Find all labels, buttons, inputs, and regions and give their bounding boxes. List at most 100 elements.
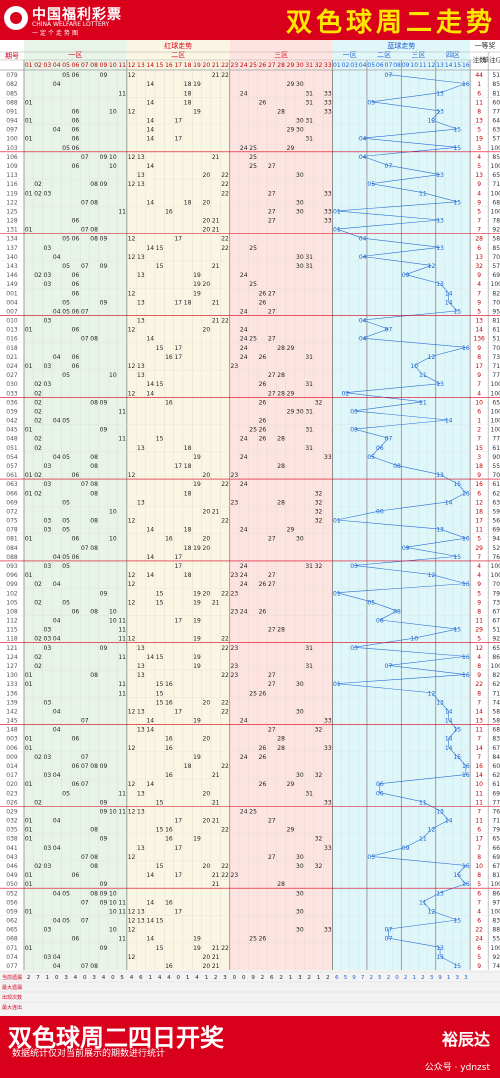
red-ball-mark: 23: [231, 590, 239, 597]
red-ball-mark: 20: [203, 963, 211, 970]
prize-count: 7: [477, 381, 481, 388]
red-ball-mark: 21: [212, 799, 220, 806]
prize-count: 6: [477, 490, 481, 497]
prize-value: 655: [492, 836, 500, 843]
red-ball-mark: 27: [268, 290, 276, 297]
blue-ball-mark: 01: [333, 208, 341, 215]
red-ball-mark: 12: [128, 854, 136, 861]
blue-ball-mark: 08: [393, 608, 401, 615]
blue-ball-mark: 13: [436, 954, 444, 961]
red-ball-mark: 13: [137, 645, 145, 652]
red-ball-mark: 22: [221, 827, 229, 834]
period-id: 122: [6, 199, 18, 206]
period-id: 113: [6, 172, 18, 179]
red-ball-mark: 04: [53, 954, 61, 961]
period-id: 046: [6, 863, 18, 870]
red-ball-mark: 31: [305, 563, 313, 570]
red-number-header: 25: [249, 62, 257, 69]
red-zone-label: 三区: [274, 51, 288, 59]
blue-ball-mark: 15: [453, 872, 461, 879]
current-miss-blue: 7: [361, 975, 365, 981]
red-ball-mark: 11: [118, 636, 126, 643]
blue-number-header: 07: [385, 62, 393, 69]
prize-count: 24: [475, 936, 483, 943]
blue-ball-mark: 13: [436, 245, 444, 252]
red-ball-mark: 09: [100, 881, 108, 888]
red-ball-mark: 04: [53, 708, 61, 715]
red-ball-mark: 20: [203, 508, 211, 515]
period-id: 077: [6, 963, 18, 970]
footer-title: 双色球周二四日开奖: [8, 1024, 224, 1052]
blue-ball-mark: 15: [453, 308, 461, 315]
red-ball-mark: 03: [44, 518, 52, 525]
red-number-header: 18: [184, 62, 192, 69]
prize-value: 760: [492, 554, 500, 561]
blue-ball-mark: 07: [385, 72, 393, 79]
blue-ball-mark: 01: [333, 590, 341, 597]
red-ball-mark: 24: [240, 90, 248, 97]
red-ball-mark: 33: [324, 927, 332, 934]
red-ball-mark: 06: [72, 136, 80, 143]
red-ball-mark: 03: [44, 481, 52, 488]
prize-count: 8: [477, 354, 481, 361]
prize-value: 589: [492, 236, 500, 243]
prize-value: 783: [492, 218, 500, 225]
red-ball-mark: 08: [90, 236, 98, 243]
prize-value: 860: [492, 890, 500, 897]
blue-zone-label: 一区: [343, 51, 357, 59]
red-ball-mark: 21: [212, 963, 220, 970]
red-ball-mark: 16: [165, 827, 173, 834]
stats-label: 当前遗漏: [2, 974, 22, 981]
prize-count: 13: [475, 718, 483, 725]
red-ball-mark: 13: [137, 254, 145, 261]
red-ball-mark: 07: [81, 199, 89, 206]
current-miss-red: 0: [55, 975, 59, 981]
red-ball-mark: 13: [137, 318, 145, 325]
red-number-header: 22: [221, 62, 229, 69]
red-ball-mark: 01: [25, 427, 33, 434]
prize-value: 608: [492, 99, 500, 106]
prize-count: 13: [475, 318, 483, 325]
blue-ball-mark: 01: [333, 227, 341, 234]
blue-ball-mark: 07: [385, 163, 393, 170]
period-id: 014: [6, 763, 18, 770]
red-ball-mark: 19: [193, 945, 201, 952]
red-number-header: 10: [109, 62, 117, 69]
blue-number-header: 10: [410, 62, 418, 69]
red-ball-mark: 10: [109, 508, 117, 515]
period-id: 048: [6, 436, 18, 443]
red-ball-mark: 05: [62, 599, 70, 606]
blue-ball-mark: 10: [410, 636, 418, 643]
blue-ball-mark: 11: [419, 399, 427, 406]
red-ball-mark: 27: [268, 727, 276, 734]
period-id: 017: [6, 772, 18, 779]
red-ball-mark: 16: [165, 354, 173, 361]
red-ball-mark: 06: [72, 281, 80, 288]
red-ball-mark: 23: [231, 499, 239, 506]
blue-ball-mark: 06: [376, 508, 384, 515]
prize-value: 771: [492, 108, 500, 115]
period-id: 001: [6, 290, 18, 297]
prize-count: 7: [477, 845, 481, 852]
prize-value: 586: [492, 718, 500, 725]
blue-ball-mark: 13: [436, 108, 444, 115]
period-id: 051: [6, 445, 18, 452]
red-ball-mark: 04: [53, 354, 61, 361]
period-id: 115: [6, 627, 18, 634]
red-ball-mark: 24: [240, 336, 248, 343]
red-ball-mark: 22: [221, 763, 229, 770]
red-ball-mark: 13: [137, 445, 145, 452]
red-ball-mark: 22: [221, 863, 229, 870]
current-miss-blue: 3: [430, 975, 434, 981]
red-ball-mark: 06: [72, 763, 80, 770]
blue-number-header: 16: [462, 62, 470, 69]
red-number-header: 33: [324, 62, 332, 69]
prize-value: 696: [492, 272, 500, 279]
blue-ball-mark: 04: [359, 318, 367, 325]
red-number-header: 19: [193, 62, 201, 69]
red-ball-mark: 01: [25, 872, 33, 879]
red-ball-mark: 27: [268, 572, 276, 579]
current-miss-blue: 6: [335, 975, 339, 981]
prize-value: 820: [492, 290, 500, 297]
